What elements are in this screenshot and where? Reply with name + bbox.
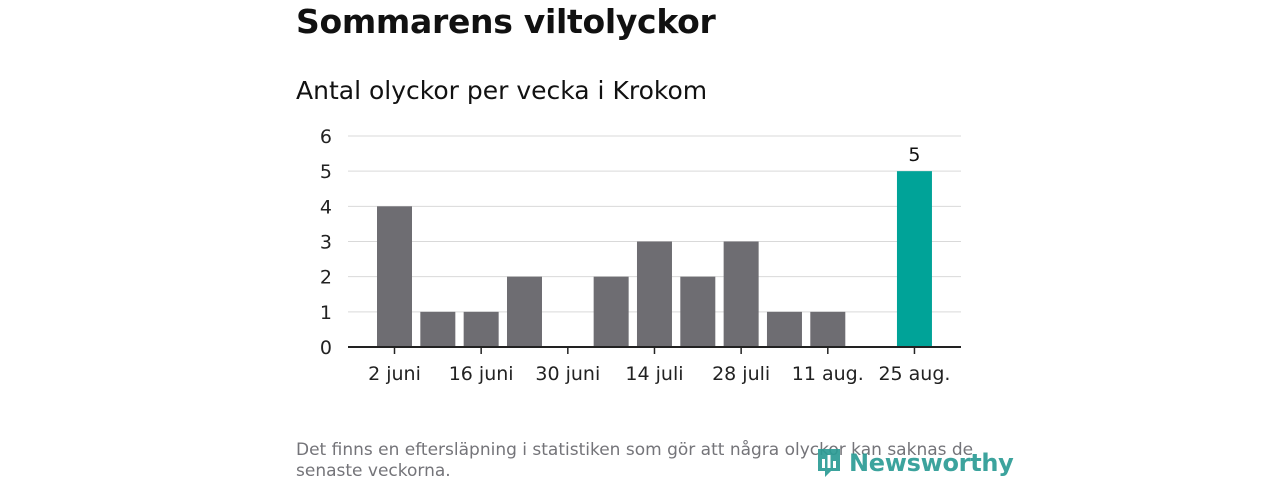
bar (636, 241, 672, 347)
y-tick-label: 3 (320, 232, 332, 254)
bar (463, 311, 499, 347)
page-title: Sommarens viltolyckor (296, 2, 716, 41)
newsworthy-logo-text: Newsworthy (849, 449, 1014, 477)
bar (506, 276, 542, 347)
y-tick-label: 1 (320, 302, 332, 324)
bars (377, 171, 932, 347)
bar (766, 311, 802, 347)
x-tick-label: 14 juli (625, 363, 683, 385)
chart-title: Antal olyckor per vecka i Krokom (296, 76, 708, 105)
y-axis-ticks: 0 1 2 3 4 5 6 (320, 126, 332, 359)
x-tick-label: 2 juni (368, 363, 421, 385)
x-tick-label: 16 juni (449, 363, 514, 385)
x-tick-label: 11 aug. (792, 363, 864, 385)
bar (680, 276, 716, 347)
y-tick-label: 5 (320, 161, 332, 183)
x-tick-label: 28 juli (712, 363, 770, 385)
y-tick-label: 0 (320, 337, 332, 359)
newsworthy-logo-icon (818, 449, 840, 477)
data-label: 5 (908, 144, 920, 166)
data-labels: 5 (908, 144, 920, 166)
x-tick-label: 30 juni (535, 363, 600, 385)
x-axis-ticks: 2 juni 16 juni 30 juni 14 juli 28 juli 11 aug… (368, 347, 950, 385)
bar (593, 276, 629, 347)
bar (810, 311, 846, 347)
y-tick-label: 2 (320, 267, 332, 289)
y-tick-label: 6 (320, 126, 332, 148)
bar-chart: 0 1 2 3 4 5 6 2 juni 16 juni 30 juni 14 juli 28 ju… (320, 126, 961, 385)
bar (420, 311, 456, 347)
footnote: Det finns en eftersläpning i statistiken… (296, 440, 974, 481)
bar (723, 241, 759, 347)
newsworthy-logo: Newsworthy (815, 446, 1014, 480)
x-tick-label: 25 aug. (878, 363, 950, 385)
highlight-bar (896, 171, 932, 347)
bar (377, 206, 412, 347)
y-tick-label: 4 (320, 196, 332, 218)
